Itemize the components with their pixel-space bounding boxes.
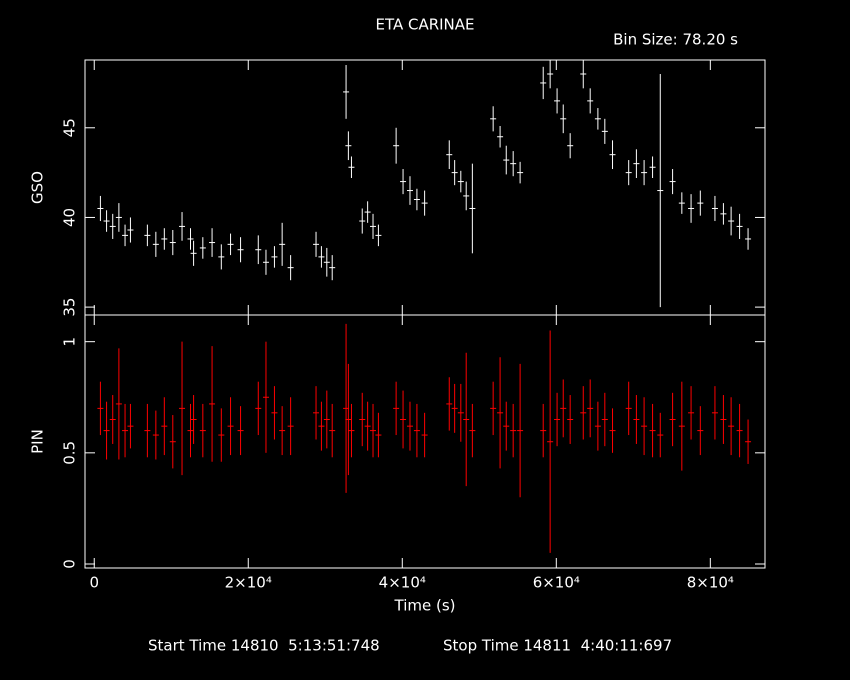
- series: [97, 60, 752, 308]
- y-axis-label: GSO: [29, 171, 47, 204]
- x-tick-label: 8×10⁴: [687, 574, 734, 592]
- y-tick-label: 35: [61, 298, 79, 317]
- x-tick-label: 6×10⁴: [533, 574, 580, 592]
- x-axis-label: Time (s): [394, 597, 456, 615]
- y-tick-label: 0.5: [61, 441, 79, 465]
- y-tick-label: 0: [61, 559, 79, 569]
- x-tick-label: 2×10⁴: [225, 574, 272, 592]
- chart-title: ETA CARINAE: [375, 16, 474, 34]
- frame: [84, 314, 766, 569]
- series: [97, 323, 752, 553]
- x-tick-label: 0: [89, 574, 99, 592]
- frame: [84, 59, 766, 316]
- y-tick-label: 40: [61, 208, 79, 227]
- y-tick-label: 45: [61, 118, 79, 137]
- y-tick-label: 1: [61, 337, 79, 347]
- y-axis-label: PIN: [29, 429, 47, 454]
- stop-time: Stop Time 14811 4:40:11:697: [443, 637, 672, 655]
- x-tick-label: 4×10⁴: [379, 574, 426, 592]
- start-time: Start Time 14810 5:13:51:748: [148, 637, 380, 655]
- bin-size: Bin Size: 78.20 s: [613, 31, 738, 49]
